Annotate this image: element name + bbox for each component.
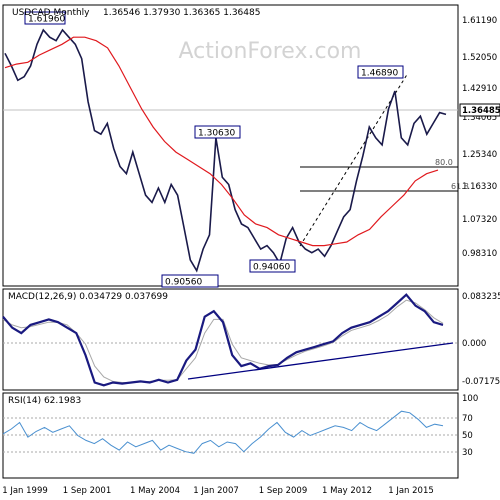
fibonacci-levels: 80.0 61.8: [300, 158, 469, 192]
x-axis-label: 1 May 2004: [130, 486, 180, 496]
x-axis-label: 1 Sep 2009: [259, 486, 307, 496]
macd-tick-label: 0.083235: [462, 292, 500, 302]
x-axis-label: 1 Jan 2015: [388, 486, 434, 496]
x-axis-labels: 1 Jan 1999 1 Sep 2001 1 May 2004 1 Jan 2007…: [2, 486, 434, 496]
macd-panel-frame: [2, 288, 459, 391]
price-series: [4, 28, 447, 273]
macd-signal-series: [2, 299, 444, 383]
rsi-tick-label: 50: [462, 431, 473, 441]
x-axis-label: 1 Sep 2001: [63, 486, 111, 496]
peak-label: 0.90560: [165, 278, 202, 288]
rsi-tick-label: 30: [462, 448, 473, 458]
rsi-series: [2, 410, 444, 454]
rsi-axis-ticks: 100 70 50 30: [462, 394, 478, 458]
peak-label: 0.94060: [253, 263, 290, 273]
macd-tick-label: -0.071752: [462, 377, 500, 387]
peak-label: 1.30630: [198, 129, 235, 139]
macd-title: MACD(12,26,9) 0.034729 0.037699: [8, 292, 168, 302]
price-tick-label: 1.34065: [462, 113, 497, 123]
rsi-tick-label: 100: [462, 394, 478, 404]
last-price-label: 1.36485: [462, 106, 500, 116]
last-price-box: [459, 103, 500, 117]
price-tick-label: 1.52050: [462, 53, 497, 63]
moving-average-line: [4, 36, 439, 247]
price-panel-frame: [2, 4, 459, 287]
price-tick-label: 1.16330: [462, 182, 497, 192]
ohlc-readout: 1.36546 1.37930 1.36365 1.36485: [103, 8, 260, 18]
peak-label-box: [194, 125, 241, 139]
macd-series: [2, 293, 444, 387]
rsi-tick-label: 70: [462, 414, 473, 424]
x-axis-label: 1 Jan 2007: [193, 486, 239, 496]
peak-label-box: [24, 11, 66, 25]
x-axis-label: 1 Jan 1999: [2, 486, 48, 496]
fib-level-label: 61.8: [451, 182, 469, 191]
rsi-title: RSI(14) 62.1983: [8, 396, 81, 406]
peak-label: 1.61960: [28, 15, 65, 25]
price-title: USDCAD Monthly: [12, 8, 90, 18]
macd-tick-label: 0.000: [462, 339, 486, 349]
x-axis-label: 1 May 2012: [322, 486, 372, 496]
price-peak-labels: 1.61960 1.30630 0.90560 0.94060 1.46890: [24, 11, 404, 288]
peak-label-box: [161, 274, 219, 288]
watermark: ActionForex.com: [179, 39, 362, 64]
peak-label-box: [249, 259, 296, 273]
peak-label-box: [357, 65, 404, 79]
fib-level-label: 80.0: [435, 158, 453, 167]
price-tick-label: 1.61190: [462, 16, 497, 26]
macd-trendline: [187, 342, 454, 380]
price-tick-label: 1.42910: [462, 84, 497, 94]
fib-retracement-line: [299, 72, 409, 247]
macd-axis-ticks: 0.083235 0.000 -0.071752: [462, 292, 500, 387]
peak-label: 1.46890: [361, 69, 398, 79]
price-tick-label: 1.25340: [462, 150, 497, 160]
price-tick-label: 0.98310: [462, 249, 497, 259]
price-axis-ticks: 1.61190 1.52050 1.42910 1.34065 1.25340 1.163…: [459, 16, 500, 259]
price-tick-label: 1.07320: [462, 215, 497, 225]
